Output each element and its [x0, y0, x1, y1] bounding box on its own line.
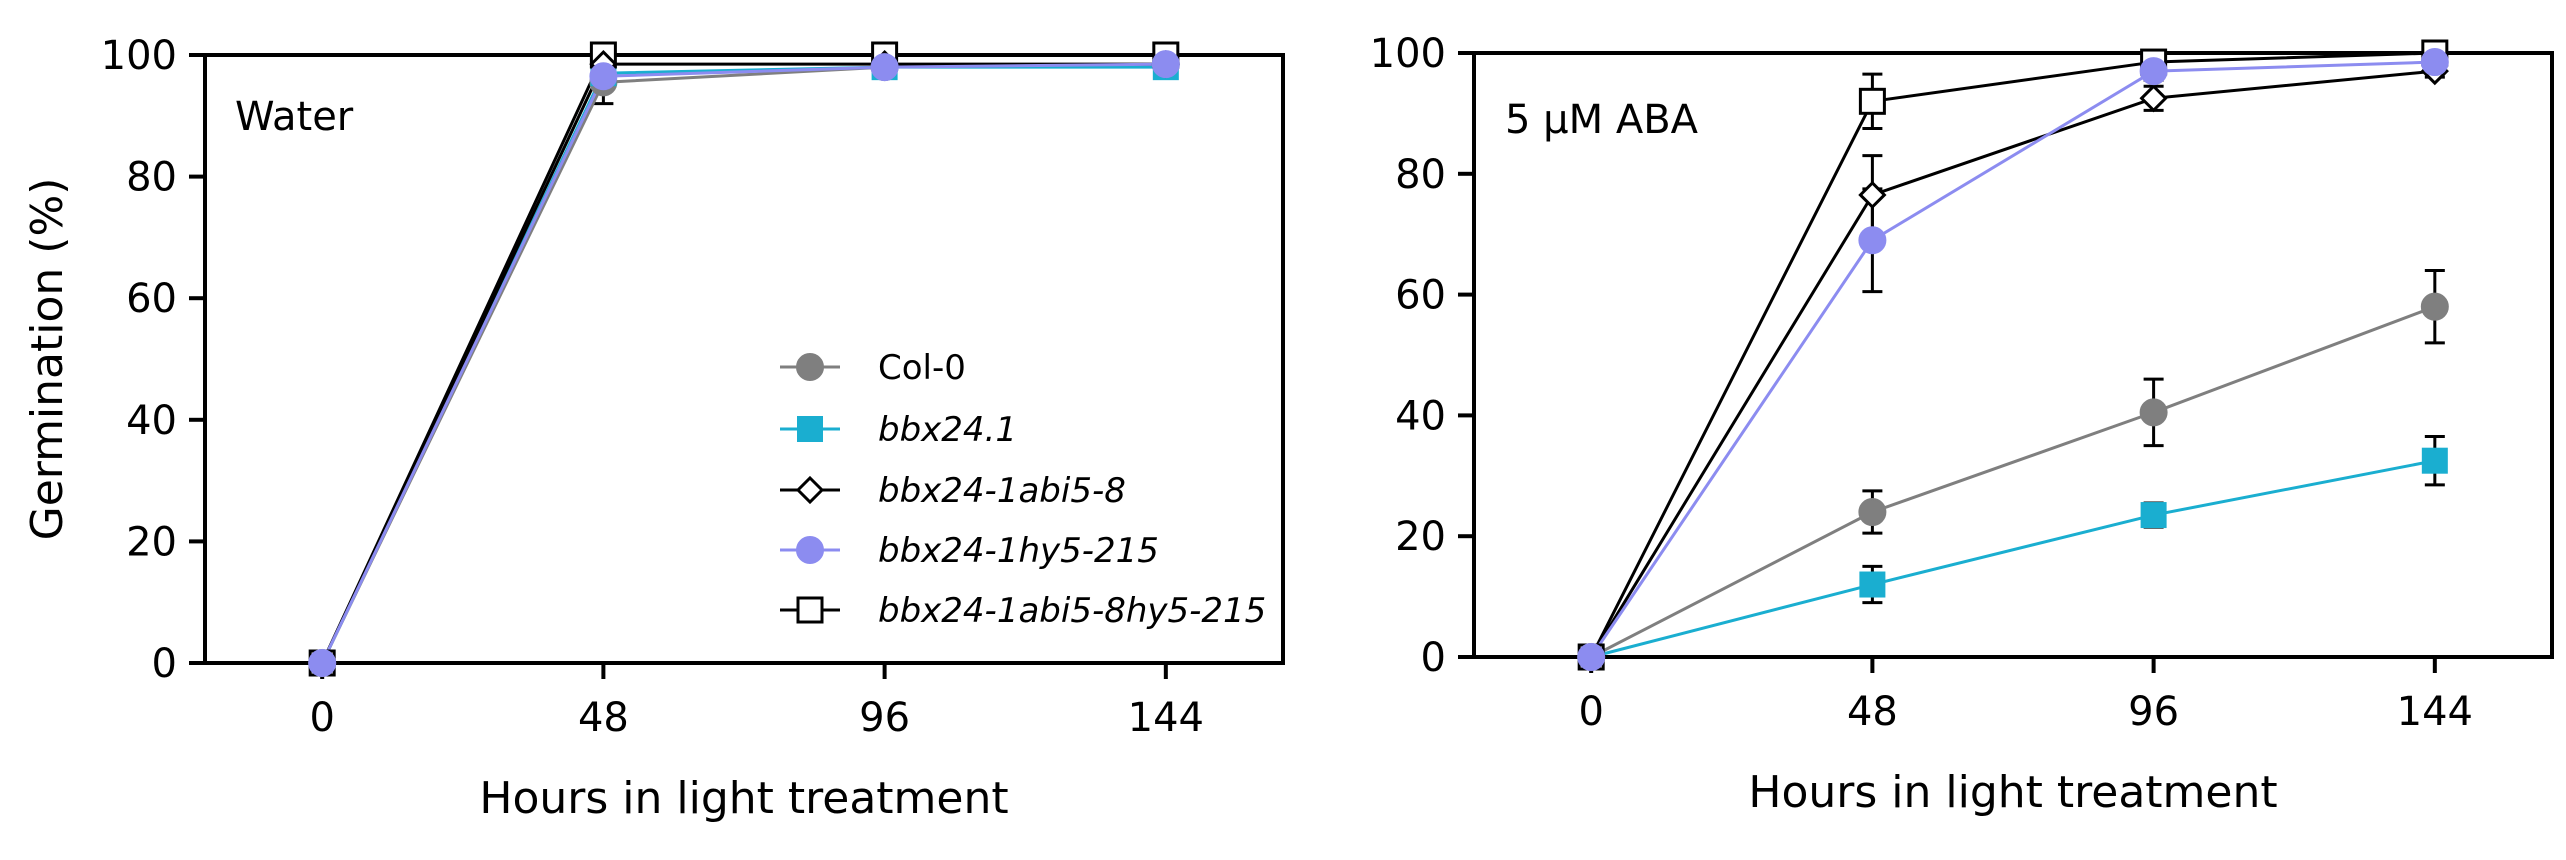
x-axis-title: Hours in light treatment	[1748, 767, 2277, 818]
data-point	[870, 53, 899, 82]
data-point	[2139, 57, 2168, 86]
series-line	[1590, 305, 2436, 659]
y-tick-label: 80	[126, 155, 177, 201]
data-point	[1858, 498, 1887, 527]
data-point	[1859, 571, 1886, 598]
x-tick-label: 0	[1578, 689, 1603, 735]
y-tick-label: 60	[126, 276, 177, 322]
legend-marker	[796, 596, 824, 624]
x-tick-label: 96	[2128, 689, 2179, 735]
plot-frame	[1472, 51, 2554, 659]
data-point	[2140, 502, 2167, 529]
series-line	[320, 53, 1166, 664]
y-tick-label: 20	[126, 519, 177, 565]
x-tick-label: 144	[2397, 689, 2473, 735]
series-line	[1589, 60, 2435, 658]
panel-label: 5 μM ABA	[1505, 97, 1699, 143]
legend-label: Col-0	[878, 348, 966, 388]
legend-marker	[796, 536, 824, 564]
y-tick-label: 0	[1421, 635, 1446, 681]
x-axis-title: Hours in light treatment	[479, 773, 1008, 824]
y-tick-label: 80	[1395, 152, 1446, 198]
data-point	[1858, 87, 1886, 115]
y-tick-label: 60	[1395, 273, 1446, 319]
data-point	[2420, 292, 2449, 321]
legend-label: bbx24-1hy5-215	[878, 531, 1159, 571]
y-tick-label: 100	[1370, 31, 1446, 77]
legend-marker	[795, 475, 825, 505]
series-line	[1590, 459, 2436, 659]
panel-water: 0 20 40 60 80 100 0 48 96 144 Hours in light treat…	[22, 33, 1285, 824]
data-point	[2139, 398, 2168, 427]
y-tick-label: 20	[1395, 514, 1446, 560]
series-line	[320, 62, 1166, 664]
x-tick-label: 48	[578, 695, 629, 741]
series-line	[320, 62, 1166, 664]
legend-marker	[797, 416, 823, 442]
y-tick-label: 40	[126, 398, 177, 444]
data-point	[308, 649, 337, 677]
y-tick-label: 100	[101, 33, 177, 79]
y-tick-label: 40	[1395, 393, 1446, 439]
x-tick-label: 96	[859, 695, 910, 741]
data-point	[1858, 180, 1887, 210]
series-line	[320, 62, 1166, 664]
data-point	[2139, 84, 2168, 113]
legend-marker	[796, 353, 824, 381]
data-point	[1577, 643, 1606, 671]
series-line	[1589, 51, 2435, 658]
data-point	[2420, 48, 2449, 77]
panel-aba: 0 20 40 60 80 100 0 48 96 144 Hours in light treat…	[1370, 31, 2554, 818]
x-tick-label: 0	[309, 695, 334, 741]
series-line	[320, 65, 1166, 664]
data-point	[1858, 226, 1887, 255]
y-tick-label: 0	[152, 641, 177, 687]
panel-label: Water	[235, 94, 354, 140]
series-line	[1589, 69, 2435, 658]
data-point	[2421, 447, 2448, 474]
x-tick-label: 48	[1847, 689, 1898, 735]
legend-label: bbx24.1	[878, 410, 1017, 450]
data-point	[589, 62, 618, 91]
data-point	[1151, 50, 1180, 79]
x-tick-label: 144	[1128, 695, 1204, 741]
y-axis-title: Germination (%)	[22, 178, 73, 541]
legend-label: bbx24-1abi5-8	[878, 471, 1126, 511]
legend-label: bbx24-1abi5-8hy5-215	[878, 591, 1266, 631]
